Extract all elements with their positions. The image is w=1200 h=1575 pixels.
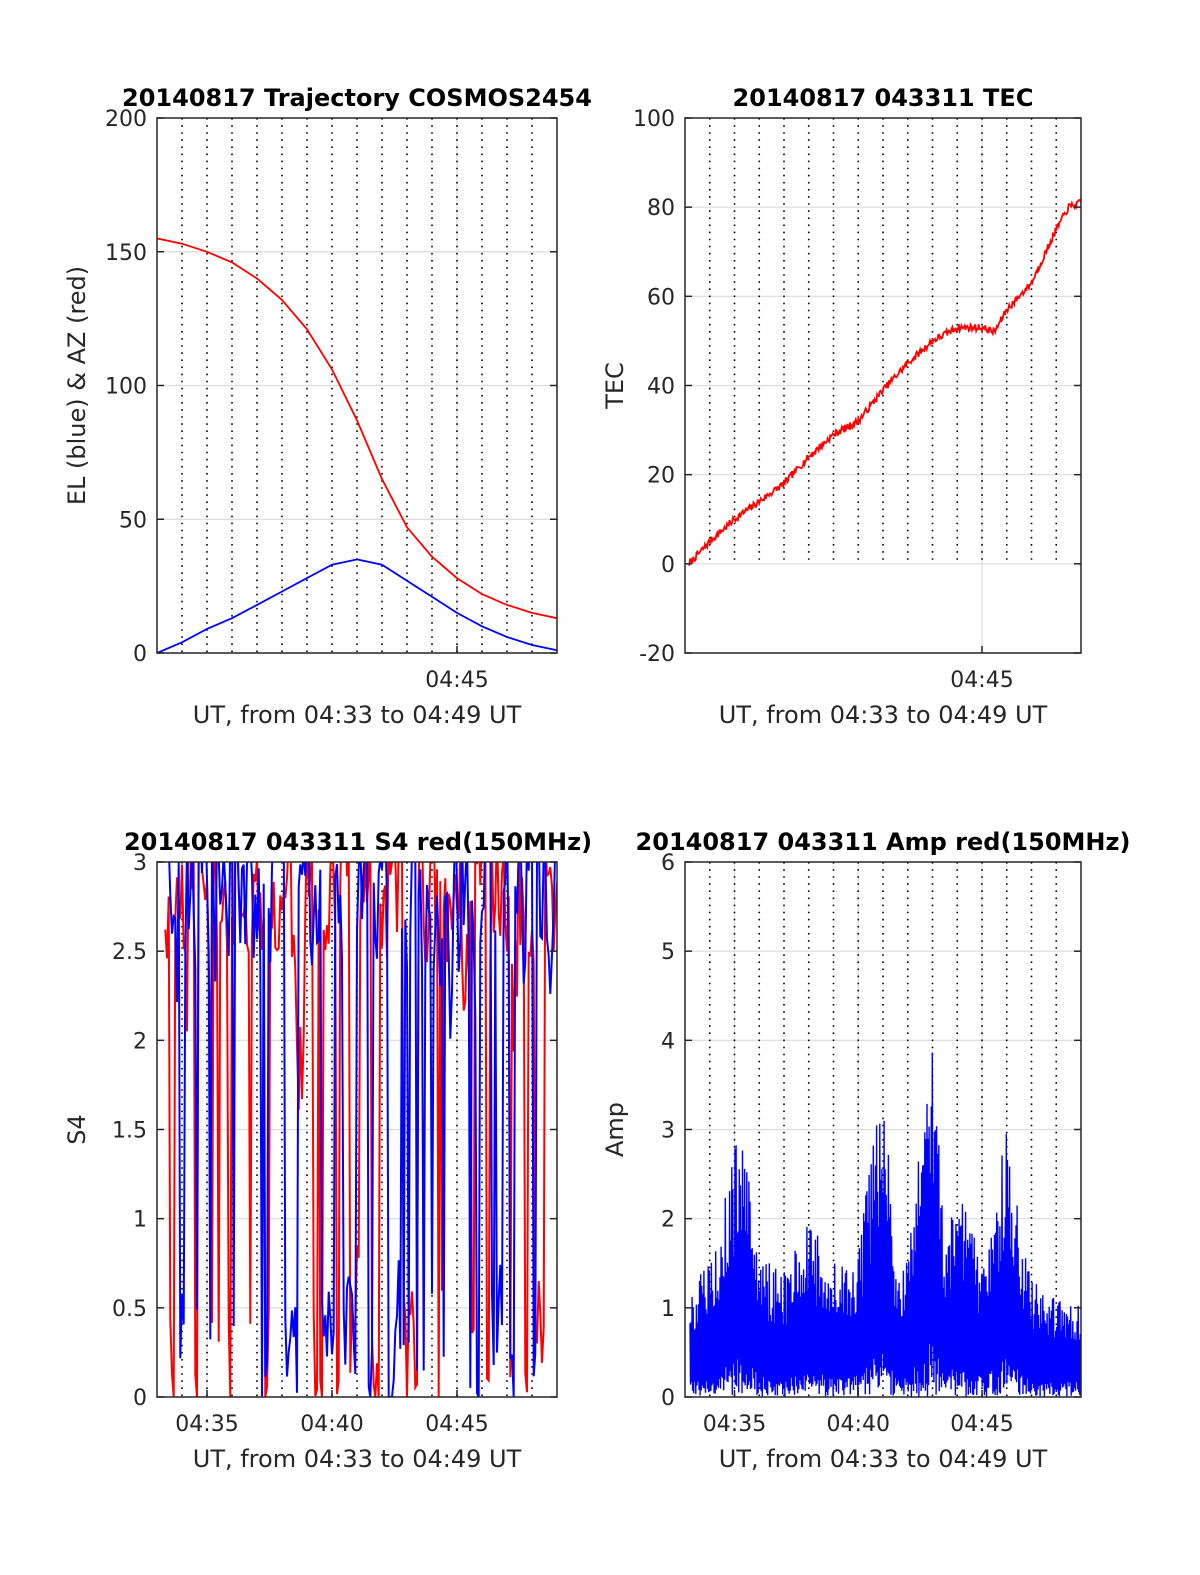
tec-ytick-label: 100: [633, 107, 675, 132]
trajectory-ytick-label: 50: [119, 508, 147, 533]
amp-ytick-label: 4: [661, 1029, 675, 1054]
amp-ytick-label: 3: [661, 1119, 675, 1144]
tec-ytick-label: 60: [647, 285, 675, 310]
s4-x-axis-label: UT, from 04:33 to 04:49 UT: [193, 1445, 522, 1473]
trajectory-ytick-label: 200: [105, 107, 147, 132]
amp-ytick-label: 1: [661, 1297, 675, 1322]
trajectory-series-group: [157, 237, 557, 653]
s4-ytick-label: 1.5: [112, 1119, 147, 1144]
s4-series-group: [164, 862, 557, 1397]
trajectory-series-red: [157, 237, 557, 620]
tec-ytick-label: -20: [639, 642, 675, 667]
amp-xtick-label: 04:45: [950, 1412, 1013, 1437]
amp-xtick-label: 04:40: [827, 1412, 890, 1437]
tec-x-axis-label: UT, from 04:33 to 04:49 UT: [719, 701, 1048, 729]
s4-xtick-label: 04:35: [175, 1412, 238, 1437]
tec-ytick-label: 40: [647, 375, 675, 400]
tec-ytick-label: 80: [647, 196, 675, 221]
amp-x-axis-label: UT, from 04:33 to 04:49 UT: [719, 1445, 1048, 1473]
amp-series-group: [689, 1052, 1081, 1397]
panel-s4: 20140817 043311 S4 red(150MHz) UT, from …: [63, 828, 592, 1473]
s4-ytick-label: 3: [133, 851, 147, 876]
s4-ytick-label: 2.5: [112, 940, 147, 965]
s4-xtick-label: 04:45: [425, 1412, 488, 1437]
s4-ytick-label: 1: [133, 1208, 147, 1233]
amp-series-blue: [689, 1052, 1081, 1397]
s4-ytick-label: 0.5: [112, 1297, 147, 1322]
s4-plot-area: [157, 862, 557, 1397]
tec-series-red: [688, 198, 1081, 566]
tec-plot-area: [685, 118, 1081, 653]
trajectory-y-axis-label: EL (blue) & AZ (red): [63, 266, 91, 505]
panel-amp: 20140817 043311 Amp red(150MHz) UT, from…: [601, 828, 1130, 1473]
trajectory-x-axis-label: UT, from 04:33 to 04:49 UT: [193, 701, 522, 729]
trajectory-series-blue: [157, 558, 557, 653]
s4-xtick-label: 04:40: [300, 1412, 363, 1437]
amp-ytick-label: 0: [661, 1386, 675, 1411]
tec-ytick-label: 20: [647, 464, 675, 489]
amp-ytick-label: 2: [661, 1208, 675, 1233]
amp-ytick-label: 5: [661, 940, 675, 965]
s4-title: 20140817 043311 S4 red(150MHz): [124, 828, 592, 856]
amp-title: 20140817 043311 Amp red(150MHz): [636, 828, 1131, 856]
trajectory-title: 20140817 Trajectory COSMOS2454: [122, 84, 592, 112]
tec-y-axis-label: TEC: [601, 362, 629, 410]
trajectory-plot-area: [157, 118, 557, 653]
s4-series-blue: [168, 862, 556, 1397]
trajectory-xtick-label: 04:45: [425, 668, 488, 693]
tec-series-group: [688, 198, 1081, 566]
tec-xtick-label: 04:45: [950, 668, 1013, 693]
amp-y-axis-label: Amp: [601, 1102, 629, 1157]
tec-ytick-label: 0: [661, 553, 675, 578]
amp-ytick-label: 6: [661, 851, 675, 876]
trajectory-ytick-label: 150: [105, 241, 147, 266]
trajectory-ytick-label: 100: [105, 375, 147, 400]
panel-tec: 20140817 043311 TEC UT, from 04:33 to 04…: [601, 84, 1082, 729]
s4-y-axis-label: S4: [63, 1114, 91, 1145]
tec-title: 20140817 043311 TEC: [733, 84, 1034, 112]
amp-xtick-label: 04:35: [703, 1412, 766, 1437]
s4-ytick-label: 0: [133, 1386, 147, 1411]
panel-trajectory: 20140817 Trajectory COSMOS2454 UT, from …: [63, 84, 592, 729]
amp-plot-area: [685, 862, 1081, 1397]
trajectory-ytick-label: 0: [133, 642, 147, 667]
s4-ytick-label: 2: [133, 1029, 147, 1054]
